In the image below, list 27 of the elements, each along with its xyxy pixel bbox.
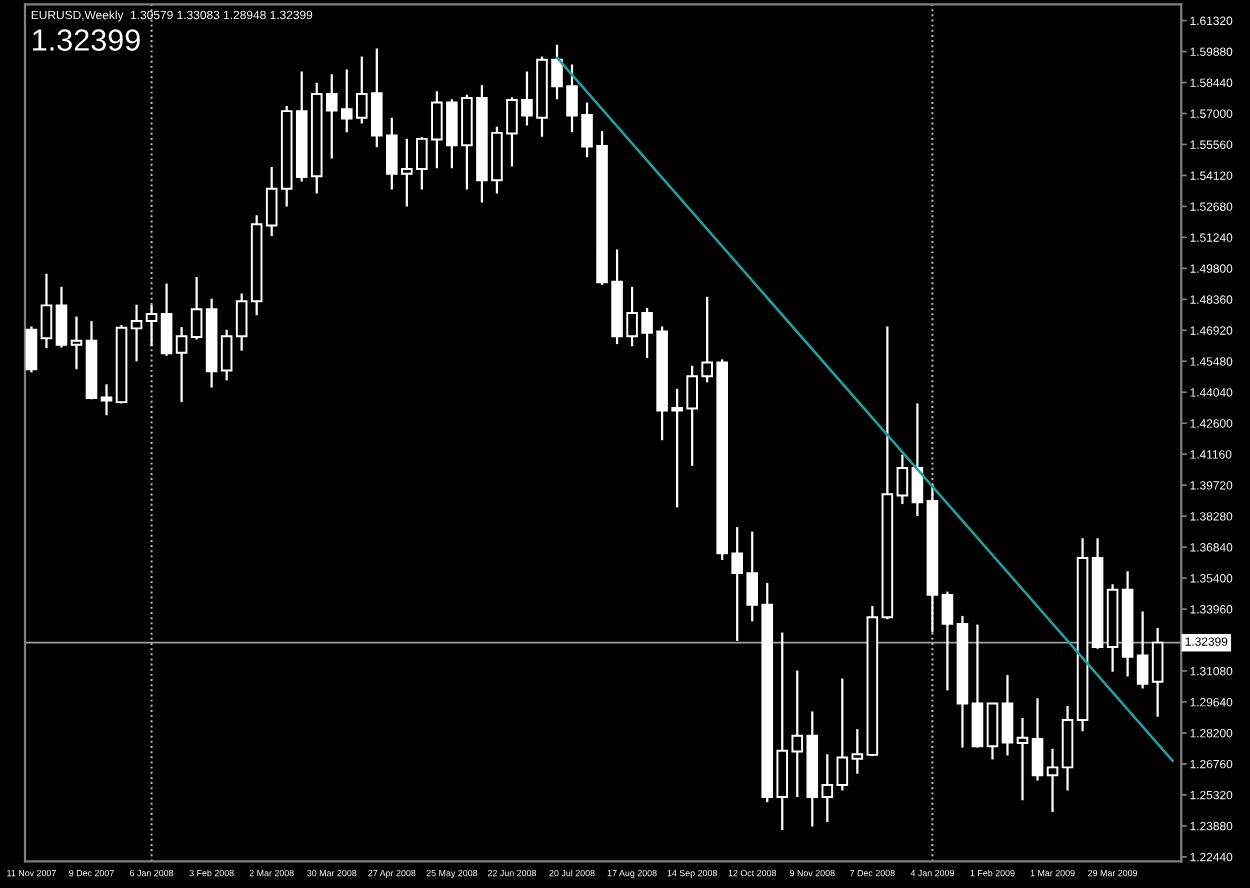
candlestick (1001, 673, 1014, 757)
candlestick (1151, 626, 1164, 718)
candlestick (1031, 697, 1044, 782)
candlestick (836, 677, 849, 792)
candlestick (70, 315, 83, 371)
candlestick (851, 727, 864, 775)
candlestick (265, 165, 278, 238)
candlestick (160, 282, 173, 358)
text: 1.32399 (33, 29, 140, 51)
candlestick (100, 383, 113, 417)
candlestick (220, 328, 233, 382)
candlestick (941, 590, 954, 692)
candlestick (986, 702, 999, 761)
candlestick (896, 453, 909, 506)
candlestick (55, 285, 68, 349)
candlestick (40, 272, 53, 350)
candlestick (1046, 747, 1059, 814)
candlestick (130, 303, 143, 363)
candlestick (1061, 704, 1074, 792)
candlestick (25, 325, 38, 374)
candlestick (971, 623, 984, 749)
candlestick (175, 325, 188, 404)
candlestick (1016, 716, 1029, 802)
candlestick (1136, 610, 1149, 690)
candlestick (145, 303, 158, 348)
candlestick (235, 292, 248, 352)
candlestick (190, 275, 203, 341)
